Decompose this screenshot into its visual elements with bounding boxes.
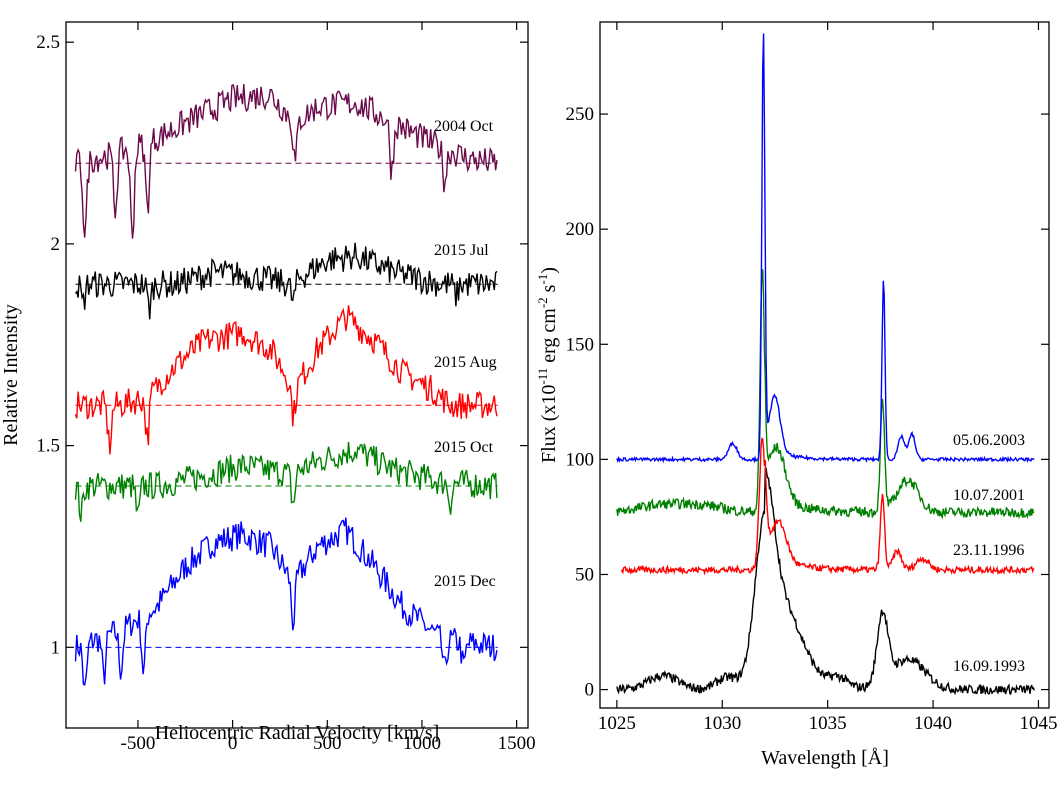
right-series-group	[616, 33, 1035, 696]
y-title-part-2: erg cm	[538, 308, 560, 368]
left-ticks: -500 0 500 1000 1500 1 1.5 2 2.5	[36, 22, 536, 754]
left-y-axis-title: Relative Intensity	[0, 304, 22, 446]
right-ytick-label-250: 250	[566, 104, 595, 125]
left-ytick-label-1: 1	[51, 637, 61, 658]
right-plot-frame	[599, 21, 1050, 709]
y-title-exp-3: -1	[535, 274, 550, 285]
right-ytick-label-0: 0	[585, 680, 595, 701]
left-xtick-label-500: 500	[313, 733, 342, 754]
left-xtick-label-1500: 1500	[498, 733, 536, 754]
y-title-part-4: )	[538, 267, 560, 274]
right-ytick-label-200: 200	[566, 219, 595, 240]
right-ytick-label-150: 150	[566, 334, 595, 355]
left-ytick-label-1-5: 1.5	[36, 436, 60, 457]
series-2015-aug	[74, 305, 498, 455]
spectrum-16-09-1993	[616, 467, 1035, 696]
right-x-axis-title: Wavelength [Å]	[761, 747, 889, 769]
right-annotation-23-11-1996: 23.11.1996	[953, 542, 1024, 559]
left-xtick-label-500: -500	[121, 733, 156, 754]
series-2015-jul	[74, 242, 498, 320]
left-series-group	[74, 83, 498, 687]
right-xtick-label-1040: 1040	[914, 713, 952, 734]
y-title-exp-2: -2	[535, 297, 550, 308]
spectrum-05-06-2003	[616, 33, 1035, 464]
right-annotation-16-09-1993: 16.09.1993	[953, 658, 1025, 675]
right-xtick-label-1025: 1025	[598, 713, 636, 734]
right-ytick-label-50: 50	[575, 564, 594, 585]
y-title-exp-1: -11	[535, 368, 550, 385]
left-annotation-2015-dec: 2015 Dec	[434, 573, 496, 590]
right-y-axis-title: Flux (x10-11 erg cm-2 s-1)	[535, 267, 560, 463]
spectrum-23-11-1996	[620, 437, 1035, 576]
left-annotation-2004-oct: 2004 Oct	[434, 118, 494, 135]
left-ytick-label-2-5: 2.5	[36, 32, 60, 53]
left-panel: -500 0 500 1000 1500 1 1.5 2 2.5 2004 Oct 2015 J…	[0, 21, 536, 754]
right-annotation-10-07-2001: 10.07.2001	[953, 487, 1025, 504]
y-title-part-3: s	[538, 284, 560, 297]
right-panel: 1025 1030 1035 1040 1045 0 50 100 150 200 250 05.0…	[535, 21, 1057, 769]
right-xtick-label-1030: 1030	[703, 713, 741, 734]
left-annotation-2015-jul: 2015 Jul	[434, 242, 489, 259]
left-xtick-label-0: 0	[228, 733, 238, 754]
spectrum-10-07-2001	[616, 269, 1035, 520]
right-xtick-label-1045: 1045	[1019, 713, 1057, 734]
left-annotation-2015-aug: 2015 Aug	[434, 354, 497, 371]
left-xtick-label-1000: 1000	[403, 733, 441, 754]
left-ytick-label-2: 2	[51, 234, 61, 255]
series-2004-oct	[74, 83, 498, 239]
series-2015-dec	[74, 517, 498, 687]
right-ticks: 1025 1030 1035 1040 1045 0 50 100 150 200 250	[566, 22, 1057, 734]
y-title-part-1: Flux (x10	[538, 385, 560, 463]
left-plot-frame	[65, 21, 529, 729]
series-2015-oct	[74, 442, 498, 522]
right-xtick-label-1035: 1035	[809, 713, 847, 734]
right-annotation-05-06-2003: 05.06.2003	[953, 432, 1025, 449]
left-x-axis-title: Heliocentric Radial Velocity [km/s]	[155, 722, 440, 744]
right-ytick-label-100: 100	[566, 449, 595, 470]
left-annotation-2015-oct: 2015 Oct	[434, 439, 494, 456]
